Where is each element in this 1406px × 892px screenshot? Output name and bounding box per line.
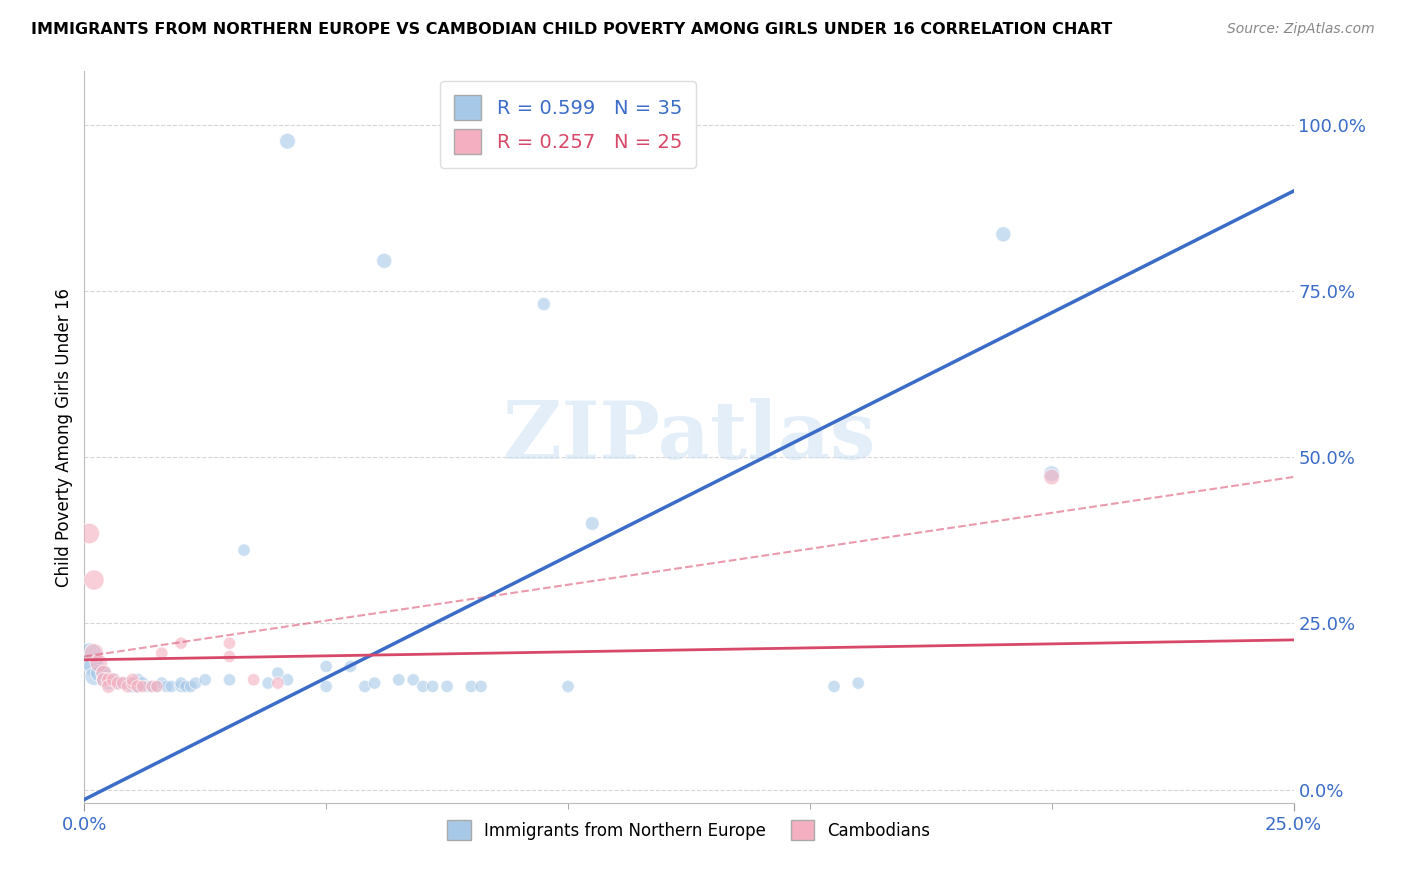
Point: [83, 573, 105, 587]
Point: [218, 649, 240, 664]
Point: [194, 673, 217, 687]
Point: [121, 673, 143, 687]
Point: [127, 673, 149, 687]
Point: [1040, 470, 1063, 484]
Point: [141, 680, 163, 694]
Point: [97, 673, 120, 687]
Point: [184, 676, 207, 690]
Point: [436, 680, 458, 694]
Point: [354, 680, 377, 694]
Point: [557, 680, 579, 694]
Point: [533, 297, 555, 311]
Point: [257, 676, 280, 690]
Point: [1040, 467, 1063, 481]
Point: [180, 680, 202, 694]
Point: [160, 680, 183, 694]
Point: [83, 659, 105, 673]
Point: [77, 649, 100, 664]
Point: [97, 673, 120, 687]
Point: [155, 680, 177, 694]
Point: [170, 680, 193, 694]
Point: [315, 659, 337, 673]
Point: [127, 680, 149, 694]
Point: [112, 676, 135, 690]
Point: [77, 526, 100, 541]
Point: [141, 680, 163, 694]
Point: [97, 680, 120, 694]
Point: [412, 680, 434, 694]
Point: [363, 676, 385, 690]
Point: [846, 676, 869, 690]
Point: [218, 636, 240, 650]
Point: [117, 680, 139, 694]
Point: [93, 666, 115, 681]
Point: [267, 666, 290, 681]
Point: [581, 516, 603, 531]
Point: [242, 673, 264, 687]
Point: [823, 680, 845, 694]
Point: [131, 676, 153, 690]
Point: [267, 676, 290, 690]
Point: [315, 680, 337, 694]
Point: [146, 680, 169, 694]
Text: Source: ZipAtlas.com: Source: ZipAtlas.com: [1227, 22, 1375, 37]
Point: [93, 673, 115, 687]
Legend: Immigrants from Northern Europe, Cambodians: Immigrants from Northern Europe, Cambodi…: [440, 814, 938, 847]
Point: [103, 673, 125, 687]
Point: [112, 676, 135, 690]
Point: [117, 676, 139, 690]
Point: [460, 680, 482, 694]
Point: [136, 680, 159, 694]
Point: [150, 646, 173, 660]
Point: [107, 676, 129, 690]
Point: [373, 253, 395, 268]
Point: [121, 676, 143, 690]
Point: [93, 666, 115, 681]
Point: [276, 673, 298, 687]
Point: [388, 673, 411, 687]
Point: [97, 676, 120, 690]
Point: [276, 134, 298, 148]
Point: [233, 543, 256, 558]
Point: [402, 673, 425, 687]
Point: [170, 676, 193, 690]
Point: [993, 227, 1015, 242]
Y-axis label: Child Poverty Among Girls Under 16: Child Poverty Among Girls Under 16: [55, 287, 73, 587]
Point: [339, 659, 361, 673]
Point: [93, 673, 115, 687]
Point: [470, 680, 492, 694]
Point: [83, 646, 105, 660]
Point: [127, 680, 149, 694]
Point: [218, 673, 240, 687]
Point: [422, 680, 444, 694]
Point: [150, 676, 173, 690]
Point: [87, 656, 110, 670]
Text: ZIPatlas: ZIPatlas: [503, 398, 875, 476]
Point: [170, 636, 193, 650]
Text: IMMIGRANTS FROM NORTHERN EUROPE VS CAMBODIAN CHILD POVERTY AMONG GIRLS UNDER 16 : IMMIGRANTS FROM NORTHERN EUROPE VS CAMBO…: [31, 22, 1112, 37]
Point: [121, 680, 143, 694]
Point: [174, 680, 197, 694]
Point: [103, 673, 125, 687]
Point: [509, 134, 531, 148]
Point: [146, 680, 169, 694]
Point: [131, 680, 153, 694]
Point: [83, 669, 105, 683]
Point: [87, 666, 110, 681]
Point: [107, 676, 129, 690]
